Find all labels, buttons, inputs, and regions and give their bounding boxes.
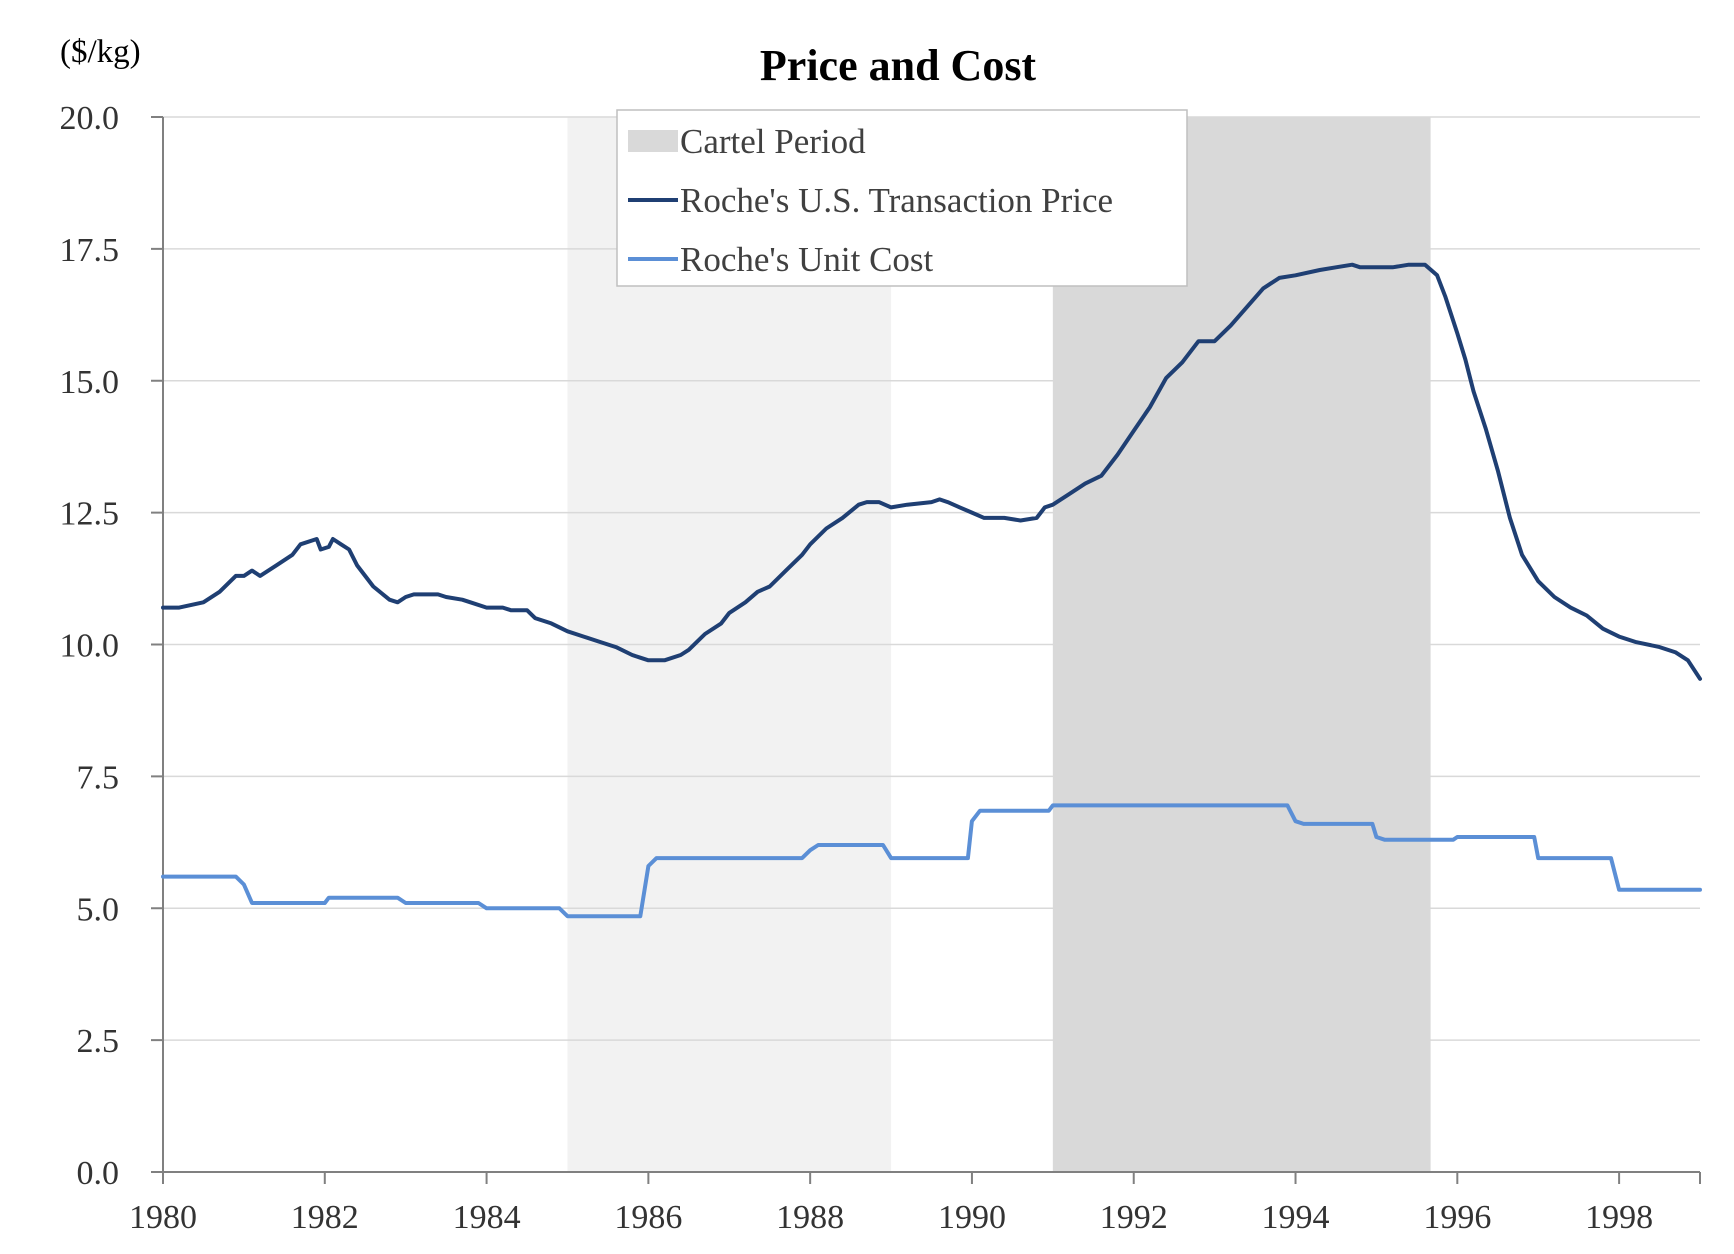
y-unit-label: ($/kg) bbox=[60, 34, 141, 70]
x-tick-label: 1994 bbox=[1262, 1199, 1330, 1236]
x-tick-label: 1992 bbox=[1100, 1199, 1168, 1236]
x-tick-label: 1988 bbox=[776, 1199, 844, 1236]
tick-labels: 0.0 2.5 5.0 7.5 10.0 12.5 15.0 17.5 20.0 1980 1982… bbox=[60, 100, 1654, 1236]
y-tick-label: 10.0 bbox=[60, 628, 120, 665]
legend-box bbox=[616, 109, 1188, 287]
x-tick-label: 1998 bbox=[1585, 1199, 1653, 1236]
y-tick-label: 2.5 bbox=[77, 1023, 120, 1060]
y-tick-label: 12.5 bbox=[60, 496, 120, 533]
x-tick-label: 1984 bbox=[453, 1199, 521, 1236]
y-tick-label: 7.5 bbox=[77, 759, 120, 796]
legend-swatch-box bbox=[628, 130, 678, 152]
legend-label: Roche's U.S. Transaction Price bbox=[680, 181, 1113, 220]
y-tick-label: 20.0 bbox=[60, 100, 120, 137]
legend-label: Roche's Unit Cost bbox=[680, 240, 934, 279]
transaction-price-line bbox=[161, 262, 1702, 681]
axes bbox=[151, 116, 1701, 1184]
x-tick-label: 1982 bbox=[291, 1199, 359, 1236]
x-tick-label: 1996 bbox=[1423, 1199, 1491, 1236]
y-tick-label: 0.0 bbox=[77, 1155, 120, 1192]
x-tick-label: 1986 bbox=[614, 1199, 682, 1236]
legend: Cartel Period Roche's U.S. Transaction Pr… bbox=[616, 109, 1188, 287]
unit-cost-line bbox=[161, 803, 1702, 919]
x-tick-label: 1990 bbox=[938, 1199, 1006, 1236]
chart-title: Price and Cost bbox=[760, 41, 1037, 90]
y-tick-label: 5.0 bbox=[77, 891, 120, 928]
legend-label: Cartel Period bbox=[680, 122, 866, 161]
y-tick-label: 15.0 bbox=[60, 364, 120, 401]
data-series bbox=[161, 262, 1702, 919]
y-tick-label: 17.5 bbox=[60, 232, 120, 269]
x-tick-label: 1980 bbox=[129, 1199, 197, 1236]
